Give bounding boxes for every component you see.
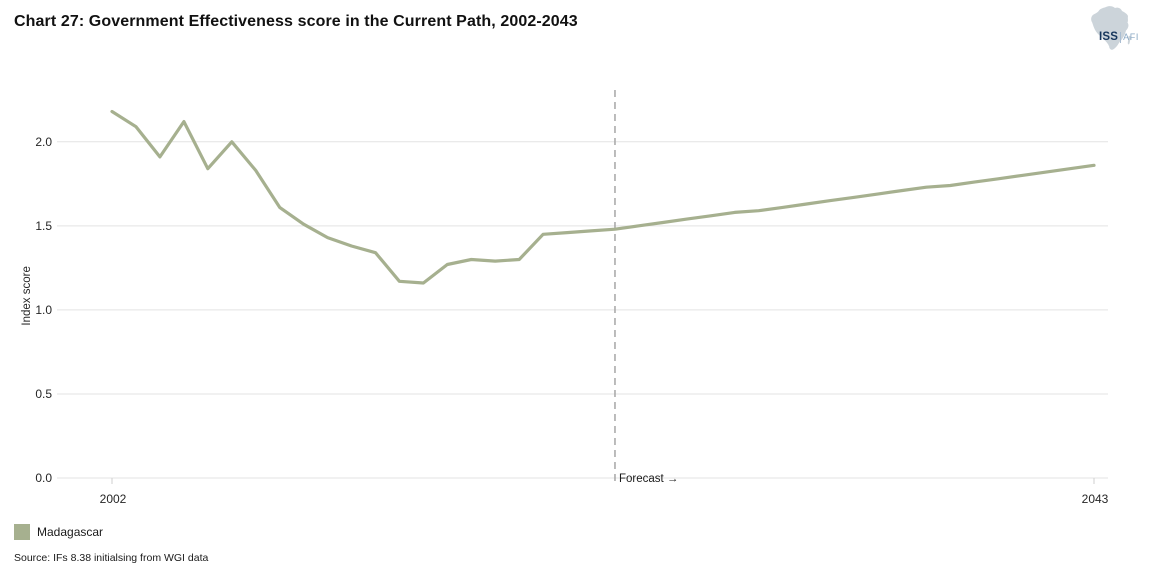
forecast-label: Forecast → xyxy=(619,473,678,485)
afi-text: AFI xyxy=(1123,32,1139,42)
x-tick-label: 2002 xyxy=(100,492,127,506)
y-tick-label: 2.0 xyxy=(35,135,52,149)
logo-separator xyxy=(1120,31,1122,43)
y-axis-title: Index score xyxy=(21,266,33,325)
madagascar-series-line xyxy=(110,109,1096,285)
iss-afi-wordmark: ISS AFI xyxy=(1099,31,1139,43)
y-tick-label: 1.0 xyxy=(35,303,52,317)
iss-text: ISS xyxy=(1099,31,1119,43)
iss-afi-logo: ISS AFI xyxy=(1087,5,1141,52)
page-title: Chart 27: Government Effectiveness score… xyxy=(14,13,578,30)
legend-swatch-madagascar xyxy=(14,524,30,540)
y-tick-label: 0.0 xyxy=(35,471,52,485)
y-tick-label: 0.5 xyxy=(35,387,52,401)
y-tick-label: 1.5 xyxy=(35,219,52,233)
x-tick-label: 2043 xyxy=(1082,492,1109,506)
legend-label-madagascar: Madagascar xyxy=(37,525,104,539)
legend: Madagascar xyxy=(14,524,103,540)
source-note: Source: IFs 8.38 initialsing from WGI da… xyxy=(14,552,209,564)
